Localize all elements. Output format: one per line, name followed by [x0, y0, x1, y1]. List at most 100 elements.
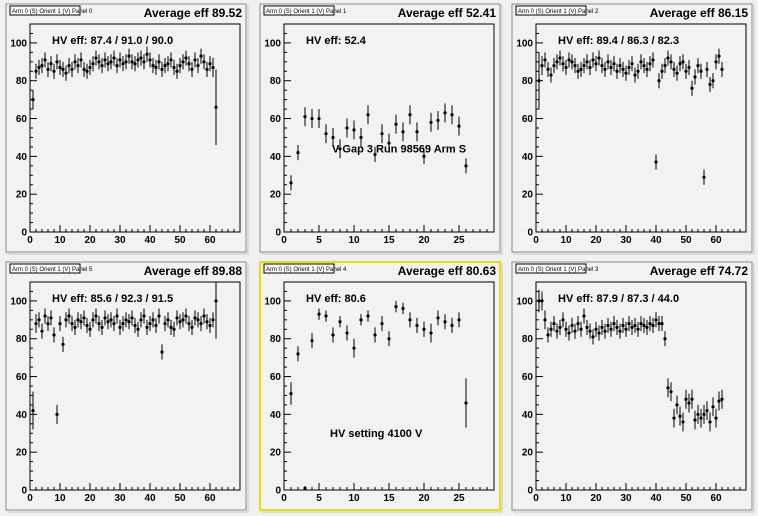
data-point: [205, 320, 209, 324]
data-point: [684, 397, 688, 401]
data-point: [324, 314, 328, 318]
data-point: [711, 79, 715, 83]
data-point: [94, 56, 98, 60]
x-tick-label: 15: [383, 493, 395, 504]
data-point: [352, 346, 356, 350]
data-point: [139, 56, 143, 60]
data-point: [630, 325, 634, 329]
data-point: [359, 318, 363, 322]
data-point: [103, 316, 107, 320]
data-point: [331, 333, 335, 337]
name-tag-label: Arm 0 (S) Orient 1 (V) Panel 1: [266, 9, 347, 15]
data-point: [633, 73, 637, 77]
data-point: [609, 65, 613, 70]
y-tick-label: 20: [270, 448, 282, 459]
data-point: [359, 135, 363, 140]
data-point: [133, 62, 137, 66]
data-point: [615, 325, 619, 329]
chart-panel-2[interactable]: Arm 0 (S) Orient 1 (V) Panel 2 Average ef…: [511, 3, 755, 255]
data-point: [352, 128, 356, 132]
data-point: [55, 412, 59, 416]
data-point: [450, 323, 454, 328]
data-point: [714, 60, 718, 64]
data-point: [636, 327, 640, 331]
data-point: [621, 323, 625, 328]
chart-panel-3[interactable]: Arm 0 (S) Orient 1 (V) Panel 5 Average ef…: [5, 261, 249, 513]
x-tick-label: 5: [316, 235, 322, 246]
x-tick-label: 10: [560, 235, 572, 246]
hv-eff-label: HV eff: 89.4 / 86.3 / 82.3: [558, 35, 679, 47]
data-point: [594, 62, 598, 66]
data-point: [52, 333, 56, 337]
data-point: [88, 65, 92, 70]
data-point: [46, 67, 50, 71]
data-point: [151, 318, 155, 322]
data-point: [160, 350, 164, 354]
data-point: [615, 69, 619, 73]
data-point: [187, 322, 191, 326]
data-point: [540, 64, 544, 68]
data-point: [672, 67, 676, 71]
data-point: [136, 327, 140, 331]
chart-panel-0[interactable]: Arm 0 (S) Orient 1 (V) Panel 0 Average ef…: [5, 3, 249, 255]
chart-panel-4[interactable]: Arm 0 (S) Orient 1 (V) Panel 4 Average ef…: [259, 261, 503, 513]
x-tick-label: 20: [418, 493, 430, 504]
data-point: [214, 105, 218, 109]
data-point: [600, 64, 604, 68]
chart-panel-5[interactable]: Arm 0 (S) Orient 1 (V) Panel 3 Average ef…: [511, 261, 755, 513]
data-point: [588, 65, 592, 70]
y-tick-label: 0: [527, 486, 533, 497]
data-point: [663, 337, 667, 341]
data-point: [660, 69, 664, 73]
data-point: [205, 67, 209, 71]
data-point: [103, 58, 107, 62]
x-tick-label: 40: [650, 493, 662, 504]
data-point: [457, 124, 461, 128]
data-point: [115, 314, 119, 318]
name-tag: [9, 5, 81, 16]
data-point: [443, 111, 447, 115]
data-point: [415, 130, 419, 134]
data-point: [648, 62, 652, 66]
x-tick-label: 40: [144, 493, 156, 504]
data-point: [552, 64, 556, 68]
data-point: [145, 325, 149, 329]
data-point: [31, 408, 35, 413]
data-point: [666, 386, 670, 390]
data-point: [684, 69, 688, 73]
data-point: [49, 316, 53, 320]
data-point: [645, 325, 649, 329]
data-point: [708, 420, 712, 424]
data-point: [696, 64, 700, 68]
data-point: [537, 299, 541, 303]
y-tick-label: 80: [522, 76, 534, 87]
data-point: [40, 329, 44, 333]
y-tick-label: 20: [522, 448, 534, 459]
data-point: [642, 323, 646, 328]
y-tick-label: 0: [275, 228, 281, 239]
annotation-label: HV setting 4100 V: [330, 428, 423, 440]
data-point: [211, 318, 215, 322]
data-point: [630, 62, 634, 66]
pad-frame: [5, 3, 247, 253]
data-point: [429, 120, 433, 124]
x-tick-label: 60: [710, 493, 722, 504]
data-point: [124, 318, 128, 322]
data-point: [639, 60, 643, 64]
data-point: [576, 69, 580, 73]
y-tick-label: 0: [21, 486, 27, 497]
data-point: [160, 67, 164, 71]
data-point: [618, 64, 622, 68]
data-point: [380, 322, 384, 326]
data-point: [324, 132, 328, 136]
data-point: [669, 390, 673, 394]
data-point: [702, 175, 706, 179]
name-tag: [9, 263, 81, 274]
data-point: [408, 318, 412, 322]
x-tick-label: 50: [174, 235, 186, 246]
data-point: [588, 329, 592, 333]
data-point: [558, 56, 562, 60]
average-eff-title: Average eff 89.88: [144, 264, 243, 278]
chart-panel-1[interactable]: Arm 0 (S) Orient 1 (V) Panel 1 Average ef…: [259, 3, 503, 255]
data-point: [148, 58, 152, 62]
